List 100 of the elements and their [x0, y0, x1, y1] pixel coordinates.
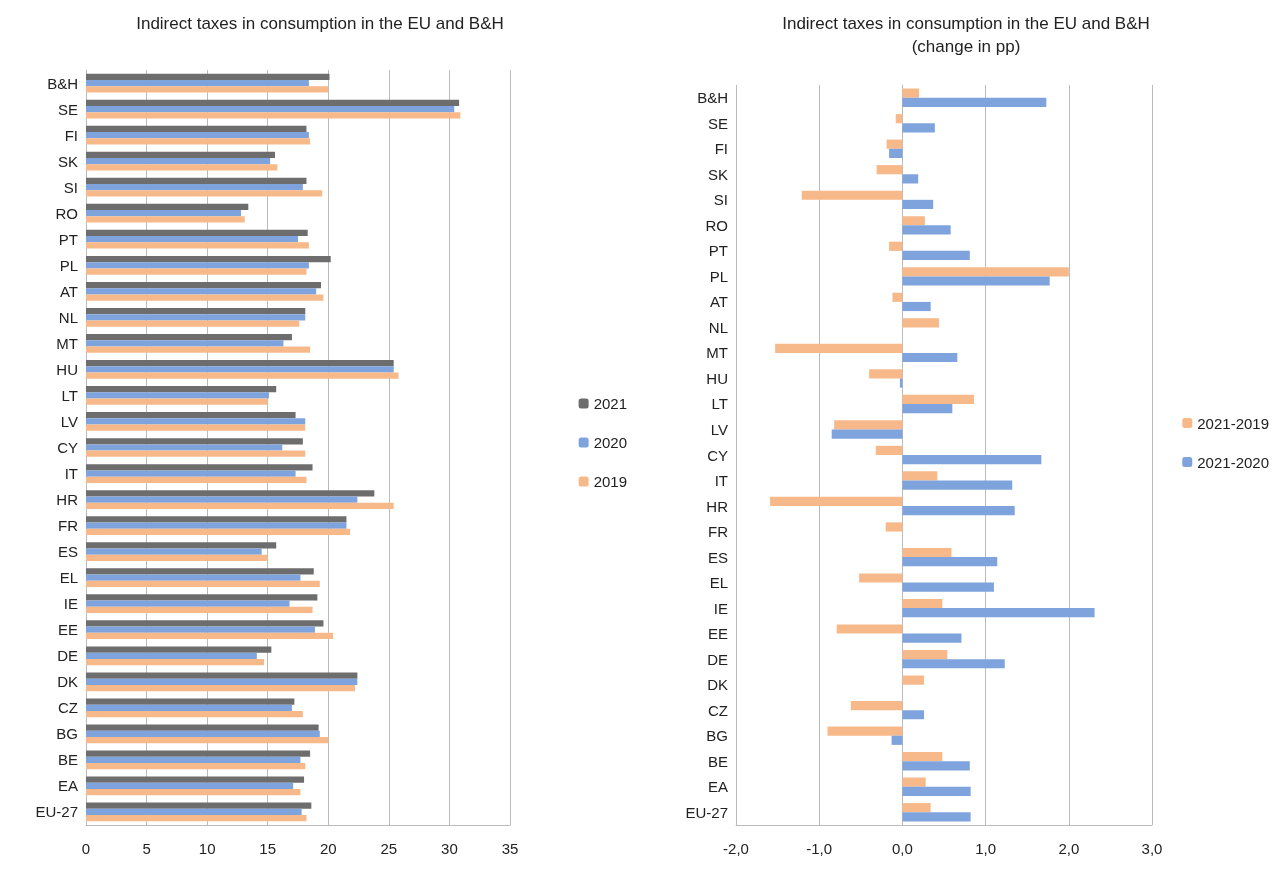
- bar: [86, 516, 347, 523]
- y-tick-label: DK: [707, 676, 728, 694]
- bar: [86, 125, 307, 132]
- bar: [86, 606, 313, 614]
- legend-label: 2021-2019: [1197, 414, 1269, 432]
- bar: [86, 763, 306, 770]
- bar: [86, 131, 309, 139]
- bar: [902, 301, 931, 312]
- y-tick-label: HU: [56, 360, 78, 378]
- x-tick-label: 2,0: [1058, 840, 1080, 857]
- bar: [902, 471, 938, 481]
- y-tick-label: SE: [57, 100, 78, 118]
- y-tick-label: BG: [706, 727, 728, 745]
- bar: [836, 624, 903, 634]
- bar: [86, 268, 307, 275]
- bar: [86, 444, 283, 451]
- chart-title: Indirect taxes in consumption in the EU and B&H: [782, 14, 1150, 33]
- y-tick-label: RO: [705, 216, 728, 234]
- bar: [86, 151, 275, 158]
- y-tick-label: ES: [707, 548, 728, 566]
- bar: [902, 250, 970, 261]
- bar: [86, 548, 262, 555]
- y-tick-label: MT: [56, 334, 78, 352]
- bar: [86, 730, 320, 737]
- y-tick-label: DE: [57, 647, 78, 665]
- y-tick-label: FI: [714, 140, 728, 158]
- bar: [86, 626, 315, 633]
- x-tick-label: 20: [319, 840, 337, 857]
- y-tick-label: SI: [713, 191, 728, 209]
- y-tick-label: HR: [56, 491, 79, 509]
- legend-label: 2020: [593, 434, 628, 451]
- bar: [86, 105, 455, 113]
- bar: [86, 574, 301, 581]
- x-tick-label: 15: [259, 840, 277, 857]
- bar: [902, 608, 1095, 618]
- bar: [902, 216, 925, 226]
- x-tick-label: 25: [380, 840, 398, 857]
- bar: [86, 789, 301, 796]
- bar: [902, 812, 971, 822]
- y-tick-label: B&H: [47, 74, 78, 92]
- bar: [86, 366, 394, 373]
- y-tick-label: PL: [709, 267, 728, 285]
- bar: [86, 704, 292, 711]
- bar: [86, 620, 324, 627]
- bar: [86, 177, 307, 185]
- bar: [86, 386, 277, 393]
- bar: [86, 412, 296, 419]
- bar: [86, 652, 257, 659]
- bar: [770, 496, 903, 507]
- bar: [86, 750, 311, 757]
- bar: [889, 148, 903, 158]
- y-tick-label: FR: [58, 517, 79, 535]
- bar: [86, 340, 284, 347]
- bar: [86, 698, 295, 705]
- y-tick-label: LT: [61, 386, 78, 404]
- y-tick-label: EU-27: [35, 803, 78, 821]
- bar: [86, 568, 314, 575]
- bar: [86, 288, 317, 295]
- bar: [902, 123, 935, 133]
- y-tick-label: SK: [57, 152, 78, 170]
- bar: [902, 174, 919, 184]
- bar: [86, 418, 306, 425]
- y-tick-label: EL: [709, 574, 728, 592]
- bar: [86, 229, 308, 237]
- bar: [902, 318, 940, 328]
- y-tick-label: BE: [57, 751, 78, 769]
- y-tick-label: HU: [706, 369, 728, 387]
- y-tick-label: NL: [58, 308, 78, 326]
- y-tick-label: RO: [55, 204, 78, 222]
- bar: [902, 403, 953, 414]
- y-tick-label: DK: [57, 673, 78, 691]
- bar: [86, 470, 296, 477]
- bar: [86, 320, 300, 327]
- bar: [86, 737, 329, 744]
- x-tick-label: 30: [441, 840, 458, 857]
- bar: [902, 88, 920, 98]
- bar: [86, 86, 329, 93]
- bar: [86, 724, 319, 731]
- bar: [86, 236, 298, 243]
- y-tick-label: EA: [707, 778, 728, 796]
- bar: [86, 710, 303, 718]
- legend-label: 2021-2020: [1197, 453, 1269, 471]
- bar: [86, 281, 322, 289]
- y-tick-label: B&H: [697, 89, 728, 107]
- bar: [902, 777, 926, 787]
- bar: [902, 267, 1069, 277]
- y-tick-label: CZ: [708, 701, 728, 719]
- y-tick-label: SE: [707, 114, 728, 132]
- bar: [902, 225, 951, 235]
- y-tick-label: AT: [709, 293, 728, 311]
- y-tick-label: IT: [714, 472, 728, 490]
- bar: [902, 598, 943, 609]
- bar: [886, 139, 903, 149]
- bar: [902, 557, 998, 567]
- bar: [86, 476, 307, 483]
- bar: [86, 438, 303, 445]
- y-tick-label: FI: [64, 126, 78, 144]
- bar: [834, 420, 903, 430]
- bar: [86, 360, 394, 367]
- bar: [902, 633, 962, 643]
